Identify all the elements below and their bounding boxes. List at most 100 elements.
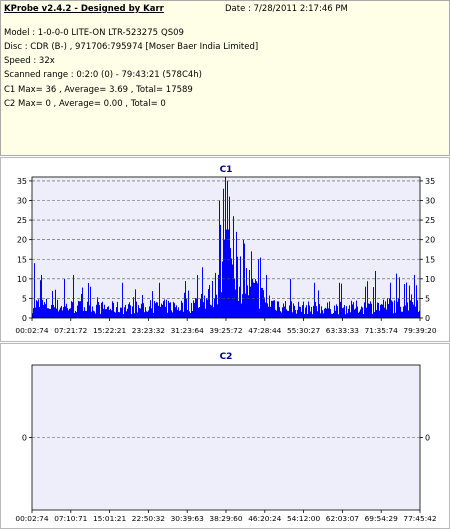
c1-bar [274,300,275,318]
c1-bar [90,286,91,318]
c1-bar [169,302,170,318]
c1-bar [44,302,45,318]
c1-bar [119,312,120,318]
c1-bar [349,305,350,318]
c1-bar [342,308,343,318]
c1-bar [384,307,385,318]
c1-bar [370,301,371,318]
c1-bar [287,310,288,318]
c1-bar [318,290,319,318]
c1-bar [162,304,163,318]
c1-bar [55,289,56,318]
c1-bar [168,300,169,318]
c1-bar [373,287,374,318]
c1-bar [408,310,409,318]
c1-bar [145,307,146,318]
drive-firmware: QS09 [161,28,184,38]
c1-bar [269,295,270,318]
c1-bar [415,306,416,318]
c1-bar [289,305,290,318]
c1-bar [250,286,251,318]
c1-bar [102,301,103,318]
c1-bar [278,301,279,318]
c1-bar [292,312,293,318]
c1-bar [189,311,190,318]
c1-bar [400,306,401,318]
c1-bar [32,313,33,318]
y-tick-label-left: 35 [17,177,27,186]
c1-bar [191,302,192,318]
c1-bar [410,300,411,318]
c1-bar [375,271,376,318]
c1-bar [181,300,182,318]
x-tick-label: 22:50:32 [132,514,165,523]
c1-bar [268,306,269,318]
c1-bar [176,305,177,318]
c1-bar [222,261,223,318]
c1-bar [158,305,159,318]
c1-bar [33,308,34,318]
c1-bar [173,301,174,318]
c1-bar [412,302,413,318]
c1-bar [48,308,49,318]
c1-bar [367,281,368,318]
c1-bar [242,294,243,318]
c1-bar [255,279,256,318]
c1-bar [368,303,369,318]
c1-statistics: C1 Max= 36 , Average= 3.69 , Total= 1758… [4,85,193,95]
c1-bar [107,307,108,318]
x-tick-label: 54:12:00 [287,514,320,523]
c1-bar [265,302,266,318]
y-tick-label-left: 15 [17,255,27,264]
c1-bar [36,300,37,318]
c1-bar [96,304,97,318]
c1-bar [310,311,311,318]
c1-bar [261,287,262,318]
c1-bar [66,303,67,318]
c1-bar [266,274,267,318]
c1-bar [183,311,184,318]
c1-bar [132,306,133,318]
c1-bar [161,303,162,318]
c1-bar [343,307,344,318]
x-tick-label: 15:01:21 [93,514,126,523]
c1-bar [59,309,60,318]
c1-bar [193,300,194,318]
c1-bar [312,314,313,318]
c1-chart-panel: C1 0 0 5 5 10 10 15 15 20 20 25 25 30 30 35 35 00:02:74 07… [0,157,450,342]
c1-bar [194,302,195,318]
c1-bar [139,308,140,318]
disc-info: Disc : CDR (B-) , 971706:795974 [Moser B… [4,42,259,52]
c1-bar [388,304,389,318]
c1-bar [339,282,340,318]
scan-date: Date : 7/28/2011 2:17:46 PM [225,4,348,14]
c1-bar [258,259,259,318]
c1-bar [383,299,384,318]
c1-bar [164,299,165,318]
c1-bar [93,310,94,318]
c1-bar [49,308,50,318]
c1-bar [65,306,66,318]
c1-bar [331,313,332,318]
c1-bar [295,310,296,318]
c1-bar [140,308,141,318]
c1-bar [321,306,322,318]
c1-bar [54,307,55,318]
c1-bar [112,301,113,318]
c1-bar [407,302,408,318]
c1-bar [358,312,359,318]
c1-bar [298,301,299,318]
c1-bar [334,305,335,318]
c1-bar [75,310,76,318]
c1-bar [130,305,131,318]
c1-bar [291,301,292,318]
c1-bar [73,274,74,318]
c1-bar [385,301,386,318]
c1-bar [34,263,35,318]
c1-bar [149,306,150,318]
x-tick-label: 39:25:72 [209,326,242,335]
c1-bar [211,305,212,318]
c1-bar [416,285,417,318]
c1-bar [300,306,301,318]
c1-bar [35,307,36,318]
